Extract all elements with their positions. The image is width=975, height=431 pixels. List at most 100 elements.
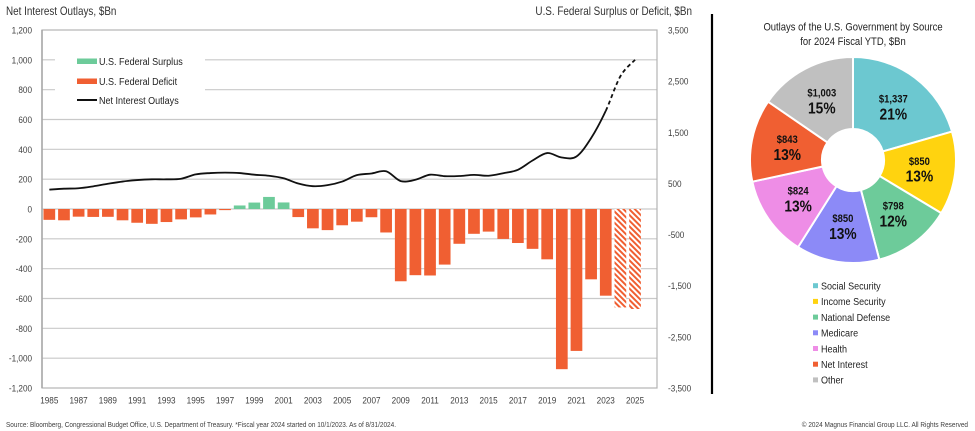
left-tick-label: -1,000 (9, 353, 32, 364)
bar-surplus (233, 205, 246, 209)
left-tick-label: 400 (18, 144, 32, 155)
left-tick-label: 600 (18, 114, 32, 125)
pie-slice-other (766, 55, 854, 144)
right-tick-label: 3,500 (668, 25, 688, 36)
pie-percent-label: 12% (879, 213, 907, 231)
x-tick-label: 1997 (216, 395, 234, 406)
footer-source-note: Source: Bloomberg, Congressional Budget … (6, 422, 396, 430)
right-tick-label: 2,500 (668, 76, 688, 87)
left-tick-label: 200 (18, 174, 32, 185)
left-axis-title: Net Interest Outlays, $Bn (6, 5, 116, 18)
bar-deficit (307, 209, 319, 229)
pie-value-label: $850 (832, 214, 853, 226)
net-interest-line (49, 110, 607, 191)
x-tick-label: 2007 (362, 395, 380, 406)
legend-label-net-interest: Net Interest Outlays (99, 95, 179, 107)
bar-deficit (438, 209, 451, 265)
right-tick-label: -3,500 (668, 383, 691, 394)
legend-label-national-defense: National Defense (821, 312, 890, 324)
bar-deficit (43, 209, 56, 220)
pie-legend-item: National Defense (813, 312, 890, 324)
x-tick-label: 1985 (40, 395, 58, 406)
left-tick-label: 1,200 (12, 25, 32, 36)
bar-deficit (468, 209, 480, 234)
legend-swatch-deficit (77, 78, 97, 84)
left-tick-label: -200 (16, 234, 32, 245)
bar-deficit (409, 209, 422, 276)
x-tick-label: 2013 (450, 395, 468, 406)
left-tick-label: 800 (18, 85, 32, 96)
bar-deficit (145, 209, 158, 224)
bar-deficit-projected (629, 209, 641, 309)
pie-value-label: $1,337 (879, 94, 908, 106)
bar-deficit (204, 209, 217, 215)
legend-label-social-security: Social Security (821, 281, 881, 293)
bar-deficit (365, 209, 378, 218)
bar-deficit (72, 209, 85, 217)
legend-swatch-net-interest (813, 361, 818, 367)
surplus-deficit-bars (43, 196, 641, 370)
x-tick-label: 2003 (304, 395, 322, 406)
pie-legend-item: Income Security (813, 297, 886, 308)
bar-deficit (570, 209, 583, 351)
bar-deficit (336, 209, 349, 226)
bar-deficit (497, 209, 510, 239)
bar-deficit (512, 209, 524, 244)
right-tick-label: 500 (668, 178, 682, 189)
x-tick-label: 2009 (392, 395, 410, 406)
x-tick-label: 1993 (157, 395, 175, 406)
bar-deficit (116, 209, 129, 221)
pie-slice-social-security (852, 55, 954, 153)
chart-legend: U.S. Federal Surplus U.S. Federal Defici… (77, 56, 183, 107)
bar-deficit (160, 209, 173, 223)
legend-swatch-national-defense (813, 314, 818, 320)
x-tick-label: 2005 (333, 395, 351, 406)
legend-swatch-income-security (813, 298, 818, 304)
left-axis-tick-labels: 1,200 1,000 800 600 400 200 0 -200 -400 -600 -800 -… (9, 25, 32, 394)
bar-deficit (585, 209, 597, 280)
x-tick-label: 1999 (245, 395, 263, 406)
pie-value-label: $1,003 (807, 88, 836, 100)
left-tick-label: 1,000 (12, 55, 32, 66)
legend-swatch-surplus (77, 58, 97, 64)
x-tick-label: 2001 (275, 395, 293, 406)
pie-percent-label: 21% (880, 106, 908, 124)
left-tick-label: 0 (27, 204, 32, 215)
deficit-interest-chart: Net Interest Outlays, $Bn U.S. Federal S… (6, 5, 692, 405)
x-tick-label: 2011 (421, 395, 439, 406)
pie-percent-label: 13% (829, 225, 857, 243)
bar-surplus (277, 202, 290, 209)
bar-deficit (102, 209, 114, 217)
legend-label-surplus: U.S. Federal Surplus (99, 56, 183, 68)
pie-legend: Social Security Income Security National… (813, 281, 890, 387)
pie-value-label: $798 (883, 201, 904, 213)
legend-label-net-interest: Net Interest (821, 359, 868, 371)
x-tick-label: 1995 (187, 395, 205, 406)
left-tick-label: -600 (16, 293, 32, 304)
x-tick-label: 2017 (509, 395, 527, 406)
legend-label-other: Other (821, 375, 844, 387)
bar-deficit (321, 209, 334, 231)
legend-label-deficit: U.S. Federal Deficit (99, 76, 177, 88)
x-tick-label: 2023 (597, 395, 615, 406)
right-axis-title: U.S. Federal Surplus or Deficit, $Bn (535, 5, 692, 18)
bar-deficit (58, 209, 70, 221)
bar-deficit (424, 209, 436, 276)
legend-item-net-interest: Net Interest Outlays (77, 95, 179, 107)
pie-data-labels: $1,33721%$85013%$79812%$85013%$82413%$84… (774, 88, 934, 243)
legend-label-health: Health (821, 344, 847, 356)
x-tick-label: 2015 (480, 395, 498, 406)
pie-value-label: $843 (777, 134, 798, 146)
bar-deficit (87, 209, 100, 217)
bar-deficit (131, 209, 144, 223)
pie-percent-label: 13% (906, 168, 934, 186)
legend-item-surplus: U.S. Federal Surplus (77, 56, 183, 68)
bar-deficit (175, 209, 187, 220)
pie-percent-label: 15% (808, 100, 836, 118)
pie-slices (749, 55, 957, 264)
x-tick-label: 1987 (70, 395, 88, 406)
pie-value-label: $850 (909, 156, 930, 168)
bar-deficit (189, 209, 202, 218)
bar-deficit (453, 209, 466, 244)
